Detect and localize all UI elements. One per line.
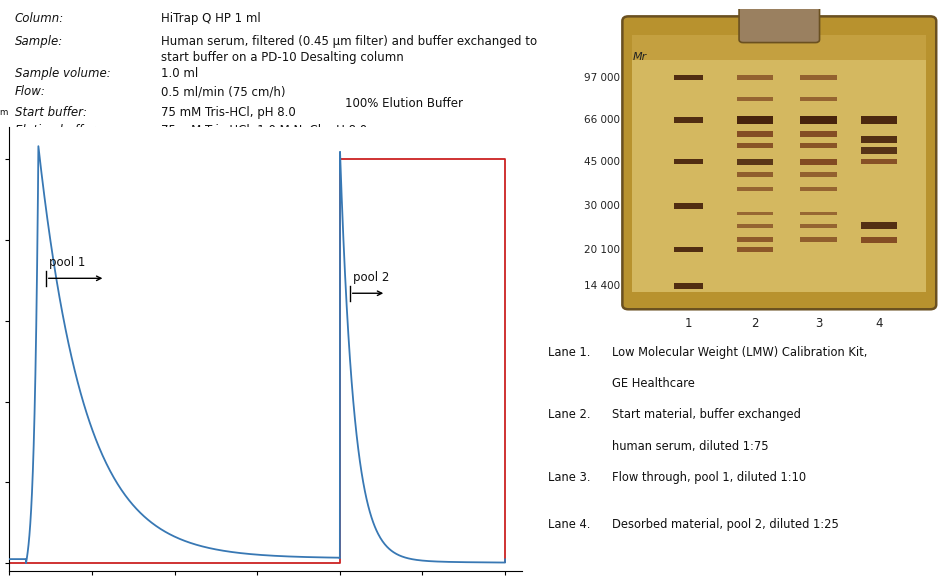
Text: 75 mM Tris-HCl, pH 8.0: 75 mM Tris-HCl, pH 8.0 — [161, 106, 295, 118]
Bar — [800, 97, 836, 101]
FancyBboxPatch shape — [622, 16, 937, 309]
Text: Lane 4.: Lane 4. — [548, 518, 590, 531]
Text: 2: 2 — [751, 317, 759, 330]
Bar — [800, 143, 836, 148]
Text: Sample:: Sample: — [14, 35, 63, 48]
Bar — [800, 131, 836, 137]
Text: 1: 1 — [685, 317, 692, 330]
Text: HiTrap Q HP 1 ml: HiTrap Q HP 1 ml — [161, 12, 260, 25]
Text: Flow:: Flow: — [14, 85, 45, 99]
Bar — [737, 248, 774, 252]
Text: Mr: Mr — [633, 53, 647, 62]
Text: 20 100: 20 100 — [584, 245, 620, 254]
Bar — [737, 75, 774, 80]
Bar — [674, 203, 704, 209]
Bar — [737, 116, 774, 123]
Text: Lane 2.: Lane 2. — [548, 409, 590, 421]
Bar — [800, 159, 836, 164]
Bar — [674, 247, 704, 253]
Text: 0.5 ml/min (75 cm/h): 0.5 ml/min (75 cm/h) — [161, 85, 285, 99]
Text: 97 000: 97 000 — [584, 73, 620, 83]
Bar — [861, 223, 897, 229]
Text: pool 1: pool 1 — [49, 256, 85, 269]
Text: Human serum, filtered (0.45 μm filter) and buffer exchanged to
start buffer on a: Human serum, filtered (0.45 μm filter) a… — [161, 35, 537, 63]
Bar — [800, 212, 836, 215]
Text: A$_{\mathregular{280\ nm}}$: A$_{\mathregular{280\ nm}}$ — [0, 103, 9, 118]
Text: 4: 4 — [875, 317, 883, 330]
Text: Low Molecular Weight (LMW) Calibration Kit,: Low Molecular Weight (LMW) Calibration K… — [613, 346, 867, 358]
Bar — [674, 159, 704, 164]
Bar — [737, 131, 774, 137]
Text: 75 mM Tris-HCl, 1.0 M NaCl, pH 8.0: 75 mM Tris-HCl, 1.0 M NaCl, pH 8.0 — [161, 125, 366, 137]
Bar — [674, 75, 704, 81]
Text: Column:: Column: — [14, 12, 63, 25]
Bar — [800, 237, 836, 242]
Bar — [674, 117, 704, 122]
Bar — [633, 35, 926, 72]
Bar — [674, 283, 704, 289]
Text: 66 000: 66 000 — [584, 115, 620, 125]
Text: Elution buffer:: Elution buffer: — [14, 125, 98, 137]
Bar — [861, 147, 897, 153]
Bar — [861, 116, 897, 123]
Bar — [737, 237, 774, 242]
Bar — [737, 143, 774, 148]
Text: Lane 3.: Lane 3. — [548, 471, 590, 484]
Bar — [861, 237, 897, 242]
Bar — [737, 212, 774, 215]
Text: human serum, diluted 1:75: human serum, diluted 1:75 — [613, 440, 769, 453]
Bar — [737, 172, 774, 177]
Text: 30 000: 30 000 — [584, 201, 620, 211]
Text: 1.0 ml: 1.0 ml — [161, 66, 198, 80]
Text: Sample volume:: Sample volume: — [14, 66, 111, 80]
Bar — [737, 97, 774, 101]
Text: Flow through, pool 1, diluted 1:10: Flow through, pool 1, diluted 1:10 — [613, 471, 807, 484]
Text: 3: 3 — [814, 317, 822, 330]
Bar — [737, 187, 774, 191]
Bar — [861, 136, 897, 143]
Text: pool 2: pool 2 — [353, 271, 389, 284]
Bar — [861, 159, 897, 164]
Text: GE Healthcare: GE Healthcare — [613, 377, 695, 390]
FancyBboxPatch shape — [739, 0, 819, 43]
Bar — [800, 172, 836, 177]
Text: 45 000: 45 000 — [584, 156, 620, 167]
Text: Desorbed material, pool 2, diluted 1:25: Desorbed material, pool 2, diluted 1:25 — [613, 518, 839, 531]
Bar — [800, 75, 836, 80]
Text: Lane 1.: Lane 1. — [548, 346, 590, 358]
Text: Start material, buffer exchanged: Start material, buffer exchanged — [613, 409, 801, 421]
Text: 100% Elution Buffer: 100% Elution Buffer — [345, 97, 463, 110]
Bar — [633, 59, 926, 293]
Text: Start buffer:: Start buffer: — [14, 106, 86, 118]
Bar — [737, 159, 774, 164]
Bar — [800, 224, 836, 228]
Bar — [737, 224, 774, 228]
Bar — [800, 116, 836, 123]
Bar — [800, 187, 836, 191]
Text: 14 400: 14 400 — [584, 281, 620, 291]
